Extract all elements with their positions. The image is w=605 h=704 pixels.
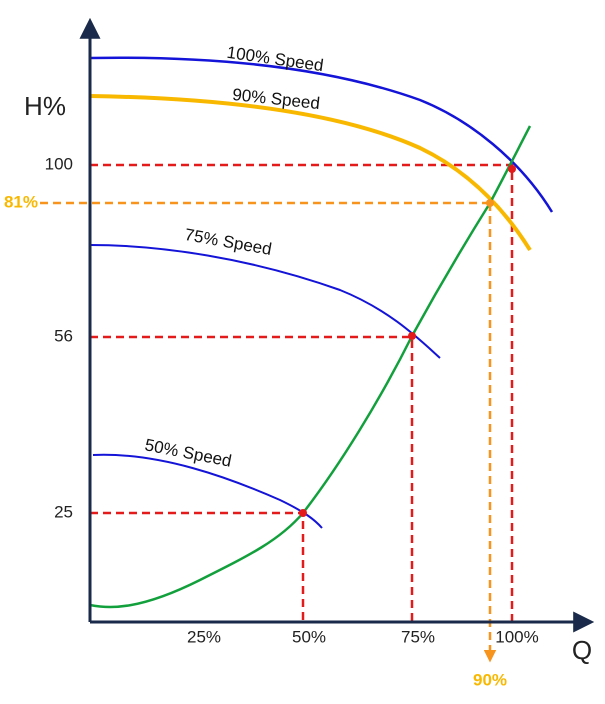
guides: [90, 163, 514, 622]
x-tick-label: 25%: [187, 627, 221, 646]
y-axis-label: H%: [24, 91, 66, 121]
x-tick-label: 100%: [495, 627, 538, 646]
curve-label: 100% Speed: [226, 43, 325, 75]
y-marker-label: 81%: [4, 192, 38, 211]
x-axis-label: Q: [572, 635, 592, 665]
system-curve: [89, 125, 532, 609]
x-tick-label: 50%: [292, 627, 326, 646]
curve-90: [89, 94, 532, 252]
curve-50: [92, 453, 323, 529]
y-tick-label: 100: [45, 154, 73, 173]
curve-label: 50% Speed: [143, 435, 233, 470]
curve-100: [89, 56, 554, 213]
x-marker-label: 90%: [473, 670, 507, 689]
guides-90: [40, 201, 497, 663]
curve-75: [89, 244, 441, 359]
points: [299, 165, 516, 517]
y-tick-label: 25: [54, 502, 73, 521]
y-tick-label: 56: [54, 326, 73, 345]
x-tick-label: 75%: [401, 627, 435, 646]
